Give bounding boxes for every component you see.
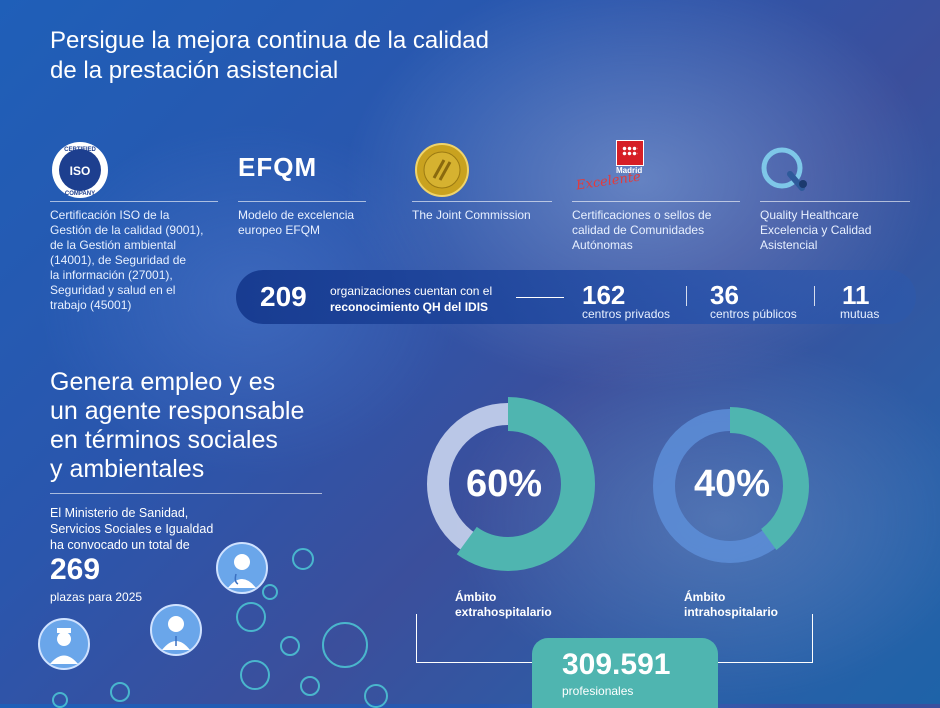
nurse-icon [38,618,90,670]
doctor-woman-icon [216,542,268,594]
bracket-left [416,614,537,663]
caption-efqm: Modelo de excelencia europeo EFQM [238,208,355,237]
professionals-box [532,638,718,708]
caption-iso: Certificación ISO de la Gestión de la ca… [50,208,204,312]
logo-divider-2 [238,201,366,202]
label-extrahospital: Ámbito extrahospitalario [455,590,552,619]
logo-divider-4 [572,201,740,202]
label-intrahospital: Ámbito intrahospitalario [684,590,779,619]
places-label: plazas para 2025 [50,590,143,604]
madrid-flag-icon [616,140,644,166]
caption-qh: Quality Healthcare Excelencia y Calidad … [760,208,872,252]
donut-arc-extrahospital [421,397,595,571]
qh-band-text: organizaciones cuentan con el reconocimi… [330,284,493,314]
section-title-quality: Persigue la mejora continua de la calida… [50,27,489,84]
qh-band-dash [516,297,564,298]
stat-public-value: 36 [710,280,739,310]
bubble-5 [322,622,368,668]
bubble-2 [236,602,266,632]
caption-joint-commission: The Joint Commission [412,208,531,222]
bubble-3 [262,584,278,600]
section-title-employment: Genera empleo y es un agente responsable… [50,368,305,483]
stat-mutual-label: mutuas [840,307,880,321]
logo-divider-1 [50,201,218,202]
bubble-7 [300,676,320,696]
bubble-6 [240,660,270,690]
logo-divider-5 [760,201,910,202]
bubble-8 [364,684,388,708]
pct-extrahospital: 60% [466,463,543,505]
madrid-script-text: Excelente [575,169,642,194]
iso-bottom-text: COMPANY [65,191,95,197]
stat-private-value: 162 [582,280,626,310]
qh-emblem-icon [761,147,807,191]
ministry-text: El Ministerio de Sanidad, Servicios Soci… [50,506,214,552]
stat-divider-1 [686,286,687,306]
iso-seal-icon: ISO CERTIFIED COMPANY [52,142,108,198]
bubble-10 [52,692,68,708]
joint-commission-logo [412,140,472,200]
stat-divider-2 [814,286,815,306]
section2-divider [50,493,322,494]
iso-center-text: ISO [70,164,91,178]
professionals-value: 309.591 [562,648,671,681]
madrid-logo: Madrid Excelente [572,140,672,200]
caption-regional: Certificaciones o sellos de calidad de C… [572,208,712,252]
madrid-logo-text: Madrid [616,166,643,175]
professionals-label: profesionales [562,684,634,698]
gold-seal-icon [415,143,469,197]
stat-mutual-value: 11 [842,280,870,310]
places-value: 269 [50,553,101,586]
pct-intrahospital: 40% [694,463,771,505]
bracket-right [712,614,813,663]
stat-private-label: centros privados [582,307,671,321]
qh-total-number: 209 [260,281,307,312]
stat-public-label: centros públicos [710,307,797,321]
qh-recognition-band [236,270,916,324]
efqm-logo-text: EFQM [238,152,318,182]
bubble-9 [110,682,130,702]
iso-top-text: CERTIFIED [64,147,96,153]
qh-logo [760,140,840,200]
iso-logo: ISO CERTIFIED COMPANY [50,140,110,200]
logo-divider-3 [412,201,552,202]
efqm-logo: EFQM [238,140,328,200]
bubble-1 [292,548,314,570]
doctor-man-icon [150,604,202,656]
donut-chart-extrahospital [421,397,595,571]
donut-arc-intrahospital [651,407,809,565]
bubble-4 [280,636,300,656]
donut-chart-intrahospital [651,407,809,565]
